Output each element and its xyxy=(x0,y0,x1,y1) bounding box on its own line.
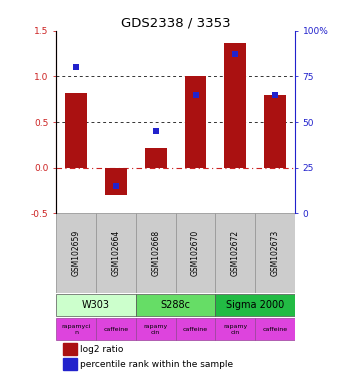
Text: rapamy
cin: rapamy cin xyxy=(144,324,168,334)
Text: W303: W303 xyxy=(82,300,110,310)
Bar xyxy=(136,213,176,293)
Bar xyxy=(136,295,216,316)
Text: Sigma 2000: Sigma 2000 xyxy=(226,300,284,310)
Title: GDS2338 / 3353: GDS2338 / 3353 xyxy=(121,17,231,30)
Point xyxy=(233,51,238,58)
Bar xyxy=(56,318,96,340)
Bar xyxy=(136,318,176,340)
Bar xyxy=(56,213,96,293)
Bar xyxy=(96,318,136,340)
Text: GSM102673: GSM102673 xyxy=(270,230,280,276)
Point xyxy=(193,91,198,98)
Point xyxy=(113,183,119,189)
Text: GSM102668: GSM102668 xyxy=(151,230,160,276)
Text: GSM102670: GSM102670 xyxy=(191,230,200,276)
Bar xyxy=(216,213,255,293)
Bar xyxy=(264,94,286,168)
Text: rapamyci
n: rapamyci n xyxy=(61,324,91,334)
Text: caffeine: caffeine xyxy=(183,327,208,332)
Text: S288c: S288c xyxy=(161,300,191,310)
Text: GSM102664: GSM102664 xyxy=(112,230,120,276)
Bar xyxy=(216,295,295,316)
Text: GSM102659: GSM102659 xyxy=(72,230,81,276)
Bar xyxy=(56,295,136,316)
Bar xyxy=(184,76,206,168)
Point xyxy=(272,91,278,98)
Bar xyxy=(63,343,76,355)
Text: GSM102672: GSM102672 xyxy=(231,230,240,276)
Bar xyxy=(65,93,87,168)
Point xyxy=(73,64,79,70)
Bar xyxy=(216,318,255,340)
Text: percentile rank within the sample: percentile rank within the sample xyxy=(80,360,233,369)
Bar xyxy=(145,147,167,168)
Bar xyxy=(105,168,127,195)
Bar xyxy=(224,43,246,168)
Text: log2 ratio: log2 ratio xyxy=(80,345,123,354)
Bar xyxy=(96,213,136,293)
Bar xyxy=(255,318,295,340)
Text: caffeine: caffeine xyxy=(103,327,129,332)
Bar xyxy=(63,358,76,370)
Bar xyxy=(176,213,216,293)
Bar xyxy=(176,318,216,340)
Text: rapamy
cin: rapamy cin xyxy=(223,324,248,334)
Bar xyxy=(255,213,295,293)
Text: caffeine: caffeine xyxy=(263,327,288,332)
Point xyxy=(153,128,159,134)
